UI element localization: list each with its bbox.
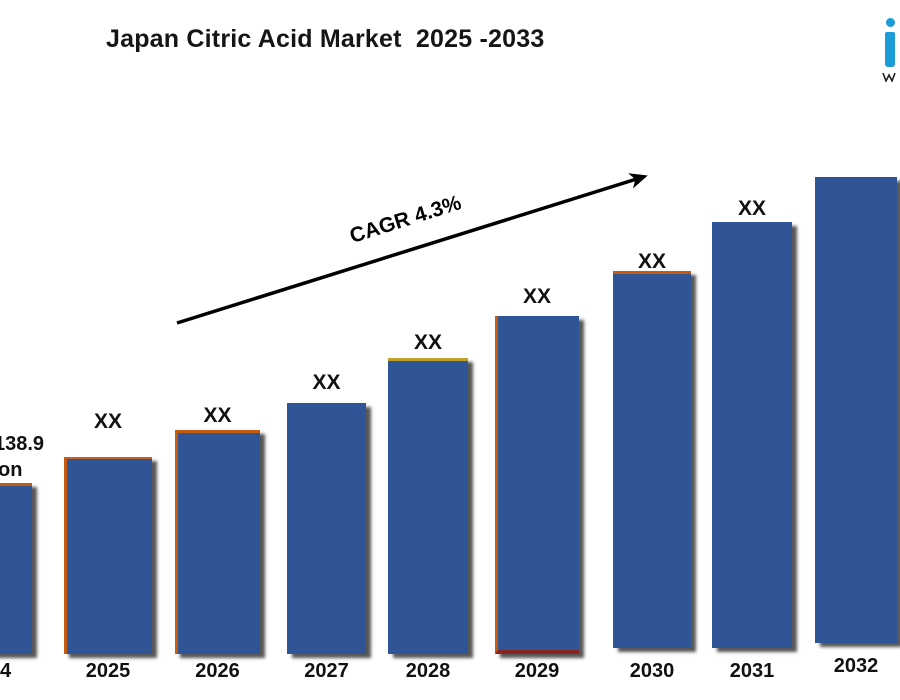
axis-label-2028: 2028 (405, 660, 451, 682)
axis-label-2031: 2031 (729, 660, 775, 682)
bar-2029 (495, 316, 579, 654)
first-bar-value-partial-line1: 138.9 (0, 433, 45, 455)
bar-value-2026: XX (203, 404, 232, 427)
bar-2031 (712, 222, 792, 648)
bar-2025 (64, 457, 152, 654)
logo-dot-icon (886, 18, 895, 27)
axis-label-2026: 2026 (195, 660, 240, 682)
axis-label-2027: 2027 (304, 660, 349, 682)
logo-w-icon (882, 69, 896, 87)
logo-stem-icon (885, 32, 895, 67)
axis-label-2025: 2025 (85, 660, 131, 682)
bar-2030 (613, 271, 691, 648)
axis-label-2032: 2032 (833, 655, 879, 677)
brand-logo-partial (880, 16, 900, 83)
bar-2027 (287, 403, 366, 654)
chart-title: Japan Citric Acid Market 2025 -2033 (106, 25, 545, 53)
cagr-trend-arrow (176, 173, 648, 325)
bar-value-2028: XX (413, 331, 442, 354)
bar-value-2025: XX (93, 410, 122, 433)
first-bar-value-partial-line2: on (0, 459, 23, 481)
bar-value-2031: XX (737, 197, 766, 220)
axis-label-2030: 2030 (629, 660, 675, 682)
bar-value-2030: XX (637, 250, 666, 273)
bar-2024-partial (0, 483, 32, 654)
axis-label-2024-partial: 4 (0, 660, 12, 682)
bar-2026 (175, 430, 260, 654)
axis-label-2029: 2029 (514, 660, 560, 682)
bar-value-2029: XX (522, 285, 551, 308)
bar-2028 (388, 358, 468, 654)
bar-2032 (815, 177, 897, 643)
bar-value-2027: XX (312, 371, 341, 394)
